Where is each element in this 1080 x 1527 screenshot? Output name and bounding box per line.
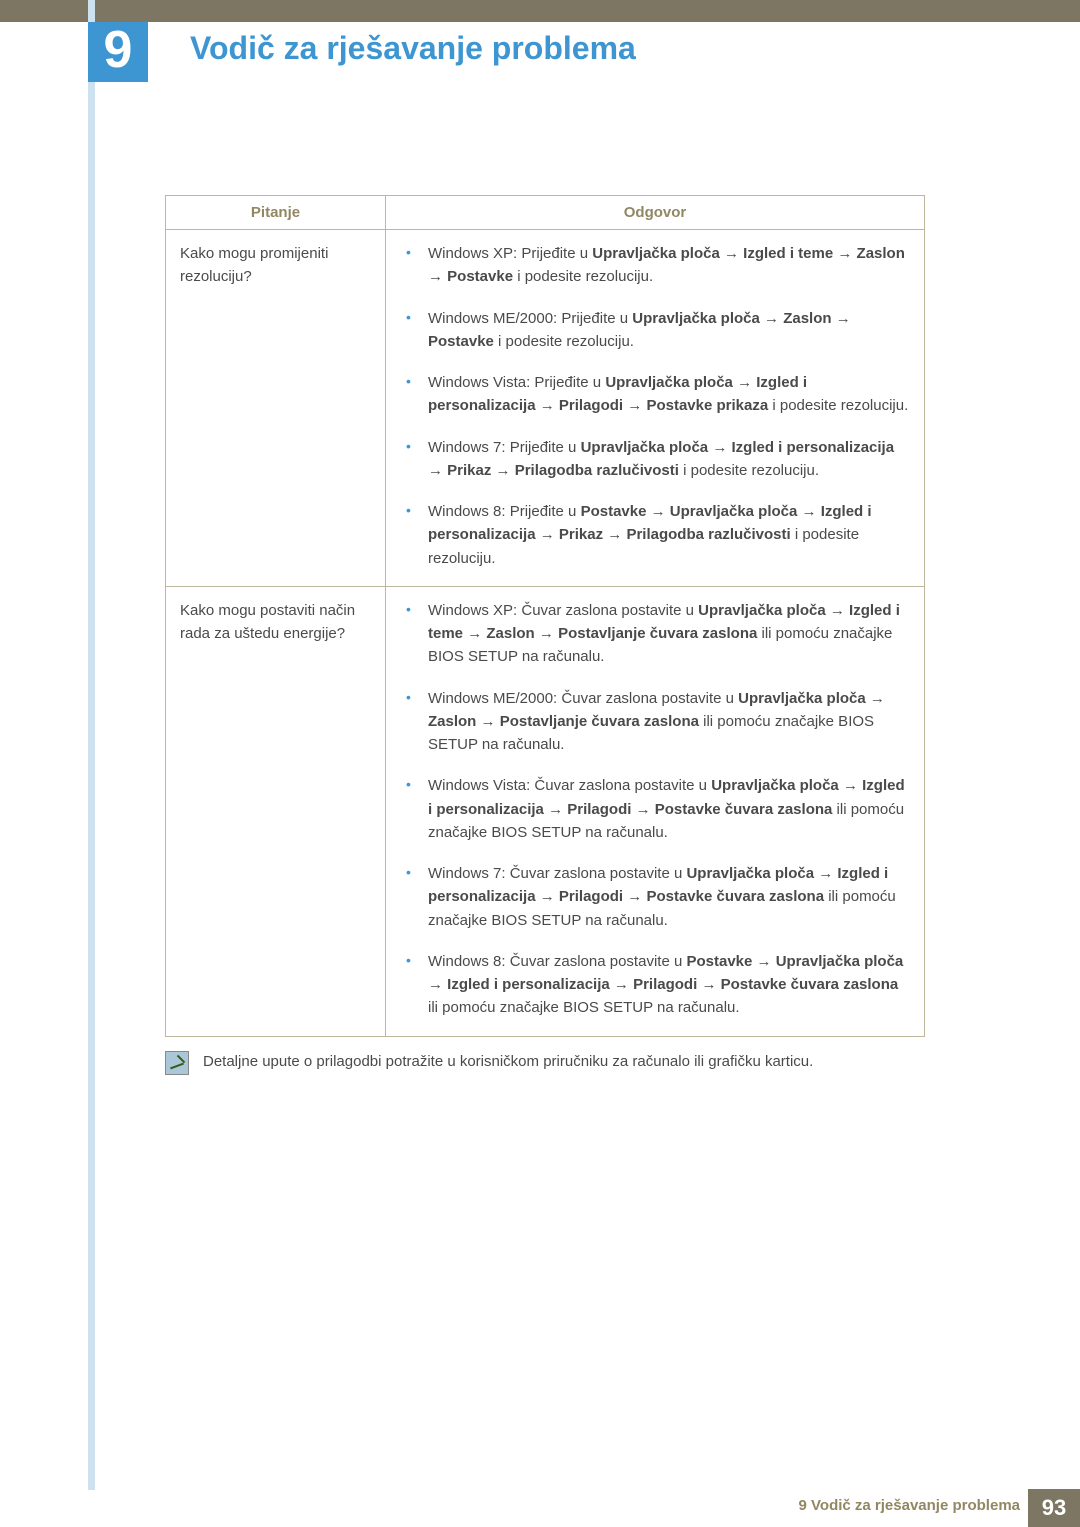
chapter-number-badge: 9 xyxy=(88,22,148,82)
answer-item: Windows XP: Čuvar zaslona postavite u Up… xyxy=(400,599,910,669)
qa-table: Pitanje Odgovor Kako mogu promijeniti re… xyxy=(165,195,925,1037)
footer-text: 9 Vodič za rješavanje problema xyxy=(799,1497,1020,1514)
note-row: Detaljne upute o prilagodbi potražite u … xyxy=(165,1051,925,1075)
footer: 9 Vodič za rješavanje problema 93 xyxy=(0,1489,1080,1527)
table-row: Kako mogu postaviti način rada za uštedu… xyxy=(166,586,925,1036)
question-cell: Kako mogu promijeniti rezoluciju? xyxy=(166,230,386,587)
answer-item: Windows 8: Čuvar zaslona postavite u Pos… xyxy=(400,950,910,1020)
note-text: Detaljne upute o prilagodbi potražite u … xyxy=(203,1051,813,1070)
answer-item: Windows Vista: Čuvar zaslona postavite u… xyxy=(400,774,910,844)
table-row: Kako mogu promijeniti rezoluciju?Windows… xyxy=(166,230,925,587)
answer-item: Windows ME/2000: Prijeđite u Upravljačka… xyxy=(400,307,910,354)
answer-item: Windows XP: Prijeđite u Upravljačka ploč… xyxy=(400,242,910,289)
question-cell: Kako mogu postaviti način rada za uštedu… xyxy=(166,586,386,1036)
footer-page-number: 93 xyxy=(1028,1489,1080,1527)
answer-item: Windows Vista: Prijeđite u Upravljačka p… xyxy=(400,371,910,418)
chapter-title: Vodič za rješavanje problema xyxy=(190,30,636,67)
table-header-answer: Odgovor xyxy=(386,196,925,230)
note-icon xyxy=(165,1051,189,1075)
answer-item: Windows 8: Prijeđite u Postavke → Upravl… xyxy=(400,500,910,570)
answer-item: Windows ME/2000: Čuvar zaslona postavite… xyxy=(400,687,910,757)
top-bar xyxy=(0,0,1080,22)
left-stripe xyxy=(88,0,95,1490)
answer-item: Windows 7: Prijeđite u Upravljačka ploča… xyxy=(400,436,910,483)
answer-cell: Windows XP: Čuvar zaslona postavite u Up… xyxy=(386,586,925,1036)
answer-item: Windows 7: Čuvar zaslona postavite u Upr… xyxy=(400,862,910,932)
content-area: Pitanje Odgovor Kako mogu promijeniti re… xyxy=(165,195,925,1075)
answer-cell: Windows XP: Prijeđite u Upravljačka ploč… xyxy=(386,230,925,587)
table-header-question: Pitanje xyxy=(166,196,386,230)
